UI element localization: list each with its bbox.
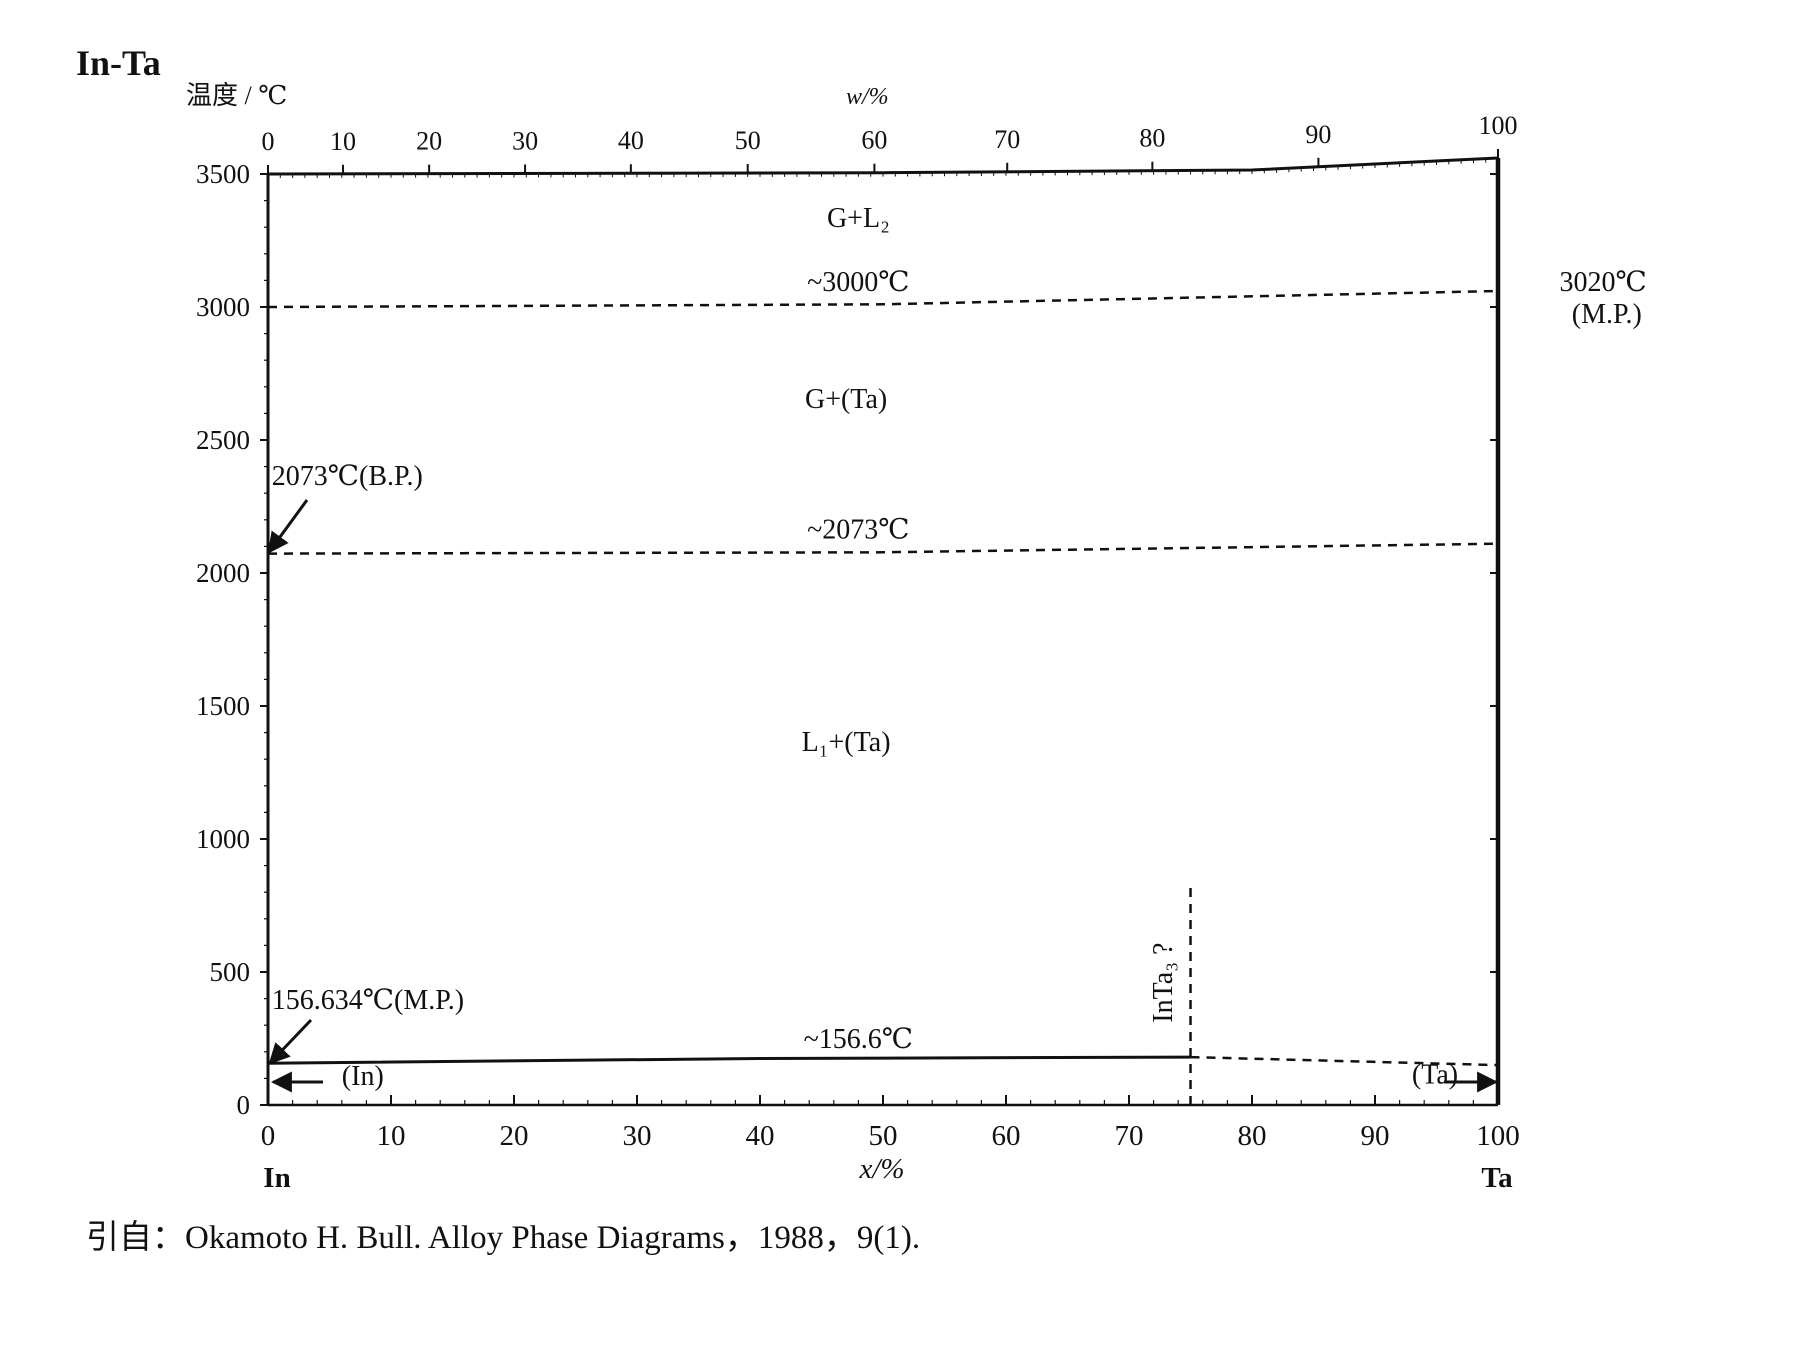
annotation-label: (M.P.) <box>1572 299 1642 330</box>
y-tick-label: 1000 <box>196 824 250 854</box>
y-tick-label: 0 <box>237 1090 251 1120</box>
chart-title: In-Ta <box>76 43 161 83</box>
x-tick-label: 20 <box>500 1120 529 1152</box>
plot-frame <box>266 158 1501 1107</box>
x-tick-label: 0 <box>261 1120 276 1152</box>
region-label: L₁+(Ta) <box>802 727 891 758</box>
phase-line <box>267 542 1499 555</box>
element-in-label: In <box>263 1162 290 1194</box>
top-tick-label: 100 <box>1479 111 1518 140</box>
top-axis-ticks: 0 10 20 30 40 50 60 70 80 90 100 <box>262 111 1518 178</box>
y-tick-label: 2500 <box>196 425 250 455</box>
region-label: G+(Ta) <box>805 384 887 415</box>
top-tick-label: 10 <box>330 127 356 156</box>
source-citation: 引自：Okamoto H. Bull. Alloy Phase Diagrams… <box>86 1219 920 1256</box>
x-tick-label: 30 <box>623 1120 652 1152</box>
phase-line <box>1190 1055 1499 1067</box>
top-tick-label: 20 <box>416 127 442 156</box>
top-tick-label: 80 <box>1139 124 1165 153</box>
element-ta-label: Ta <box>1481 1162 1513 1194</box>
x-tick-label: 80 <box>1238 1120 1267 1152</box>
annotation-label: 3020℃ <box>1560 267 1647 298</box>
x-tick-label: 70 <box>1115 1120 1144 1152</box>
region-label: G+L₂ <box>827 203 890 234</box>
phase-lines <box>267 156 1499 1105</box>
x-tick-label: 40 <box>746 1120 775 1152</box>
phase-line <box>267 156 1499 176</box>
bp-arrow <box>267 499 309 554</box>
x-tick-label: 100 <box>1476 1120 1520 1152</box>
x-tick-label: 50 <box>869 1120 898 1152</box>
y-axis-ticks: 0 500 1000 1500 2000 2500 3000 3500 <box>196 159 1498 1120</box>
x-tick-label: 60 <box>992 1120 1021 1152</box>
top-tick-label: 40 <box>618 126 644 155</box>
annotation-label: ~156.6℃ <box>804 1024 913 1055</box>
mp-arrow <box>268 1018 313 1065</box>
top-tick-label: 50 <box>735 126 761 155</box>
x-tick-label: 10 <box>377 1120 406 1152</box>
top-axis-label: w/% <box>846 84 889 110</box>
top-tick-label: 60 <box>861 126 887 155</box>
y-tick-label: 3000 <box>196 292 250 322</box>
annotation-label: ~3000℃ <box>807 267 909 298</box>
y-tick-label: 3500 <box>196 159 250 189</box>
top-tick-label: 0 <box>262 127 275 156</box>
top-tick-label: 90 <box>1305 120 1331 149</box>
phase-line <box>267 1055 1191 1065</box>
y-tick-label: 500 <box>210 957 251 987</box>
x-axis-label: x/% <box>858 1153 904 1185</box>
annotation-label: 2073℃(B.P.) <box>272 461 423 492</box>
top-tick-label: 70 <box>994 125 1020 154</box>
top-tick-label: 30 <box>512 126 538 155</box>
phase-region-labels: G+L₂ G+(Ta) L₁+(Ta) <box>802 203 891 758</box>
annotation-label: (Ta) <box>1412 1060 1458 1091</box>
annotation-label: 156.634℃(M.P.) <box>272 985 464 1016</box>
annotation-label: InTa₃ ? <box>1148 943 1179 1023</box>
annotations: ~3000℃ ~2073℃ ~156.6℃ 3020℃(M.P.) 2073℃(B.P.… <box>272 267 1647 1092</box>
y-tick-label: 2000 <box>196 558 250 588</box>
annotation-label: ~2073℃ <box>807 514 909 545</box>
y-axis-label: 温度 / ℃ <box>186 81 287 110</box>
bottom-axis-ticks: 0 10 20 30 40 50 60 70 80 90 100 <box>261 1095 1520 1152</box>
annotation-label: (In) <box>342 1061 384 1092</box>
phase-line <box>267 289 1499 309</box>
y-tick-label: 1500 <box>196 691 250 721</box>
x-tick-label: 90 <box>1361 1120 1390 1152</box>
